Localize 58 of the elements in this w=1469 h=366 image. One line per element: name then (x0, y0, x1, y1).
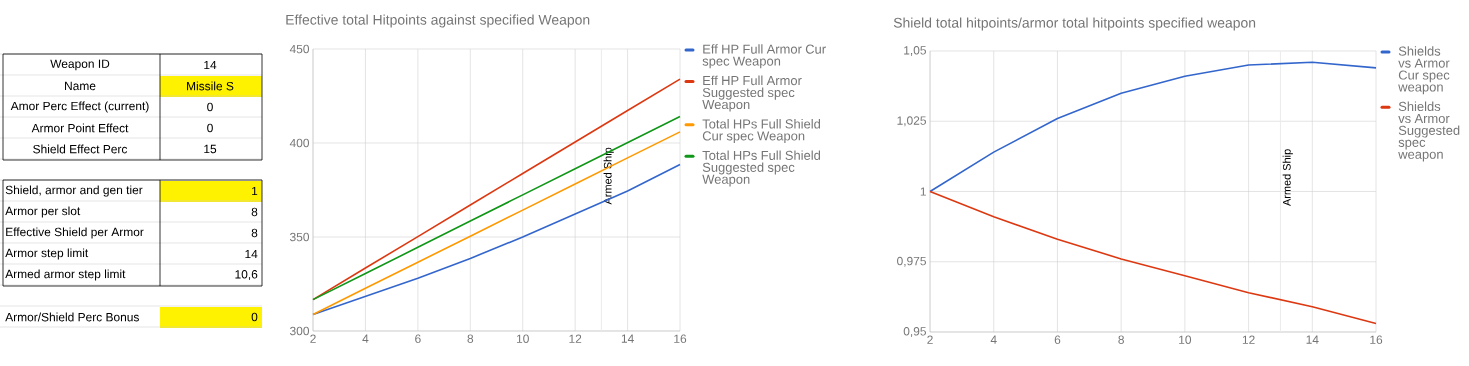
x-tick-label: 8 (467, 334, 474, 343)
text: 1 (252, 186, 258, 196)
legend-label: Total HPs Full Shield Suggested spec Weapon (702, 150, 821, 187)
y-tick-label: 0,975 (897, 256, 926, 267)
text: Armor Point Effect (31, 123, 129, 133)
text: Shield Effect Perc (33, 144, 128, 154)
y-tick-label: 350 (290, 232, 310, 242)
legend-label: Total HPs Full Shield Cur spec Weapon (702, 119, 821, 144)
ref-line-label: Armed Ship (603, 147, 614, 205)
x-tick-label: 6 (1054, 335, 1061, 344)
chart-title: Effective total Hitpoints against specified Weapon (286, 14, 590, 28)
x-tick-label: 8 (1118, 335, 1124, 344)
legend-label: Eff HP Full Armor Suggested spec Weapon (702, 75, 802, 112)
y-tick-label: 400 (289, 138, 310, 148)
text: 8 (251, 228, 258, 238)
text: 0 (251, 312, 258, 322)
y-tick-label: 300 (290, 326, 310, 336)
y-tick-label: 1,025 (897, 116, 926, 127)
text: 14 (204, 60, 217, 70)
x-tick-label: 12 (569, 334, 582, 343)
y-tick-label: 1 (920, 187, 926, 196)
x-tick-label: 4 (362, 334, 369, 343)
text: Effective Shield per Armor (6, 227, 144, 239)
text: Missile S (187, 81, 234, 91)
x-tick-label: 16 (674, 334, 687, 343)
y-tick-label: 0,95 (903, 327, 926, 337)
x-tick-label: 4 (990, 335, 997, 344)
text: Shield, armor and gen tier (5, 185, 143, 197)
text: Amor Perc Effect (current) (10, 101, 149, 113)
text: 0 (207, 102, 213, 112)
text: Armor step limit (5, 248, 89, 260)
x-tick-label: 2 (927, 335, 933, 344)
y-tick-label: 450 (289, 44, 310, 54)
text: 10,6 (235, 270, 258, 280)
x-tick-label: 6 (415, 334, 421, 343)
legend-label: Shields vs Armor Cur spec weapon (1398, 46, 1450, 95)
text: 15 (204, 144, 217, 154)
legend-label: Shields vs Armor Suggested spec weapon (1398, 101, 1460, 162)
text: 8 (251, 207, 258, 217)
x-tick-label: 14 (1306, 335, 1319, 344)
text: 14 (245, 249, 258, 259)
x-tick-label: 14 (621, 334, 634, 343)
ref-line-label: Armed Ship (1282, 149, 1293, 207)
text: Armor per slot (5, 206, 81, 218)
chart-title: Shield total hitpoints/armor total hitpoints specified weapon (893, 17, 1256, 31)
line-series (312, 131, 681, 316)
legend-label: Eff HP Full Armor Cur spec Weapon (702, 44, 826, 69)
x-tick-label: 10 (1179, 335, 1192, 344)
x-tick-label: 12 (1242, 335, 1255, 344)
x-tick-label: 10 (516, 334, 529, 343)
x-tick-label: 16 (1370, 335, 1383, 344)
text: Name (65, 81, 96, 91)
y-tick-label: 1,05 (904, 46, 926, 56)
text: 0 (207, 123, 213, 133)
x-tick-label: 2 (310, 334, 316, 343)
text: Armor/Shield Perc Bonus (5, 312, 139, 322)
text: Armed armor step limit (5, 269, 126, 281)
text: Weapon ID (50, 59, 110, 71)
